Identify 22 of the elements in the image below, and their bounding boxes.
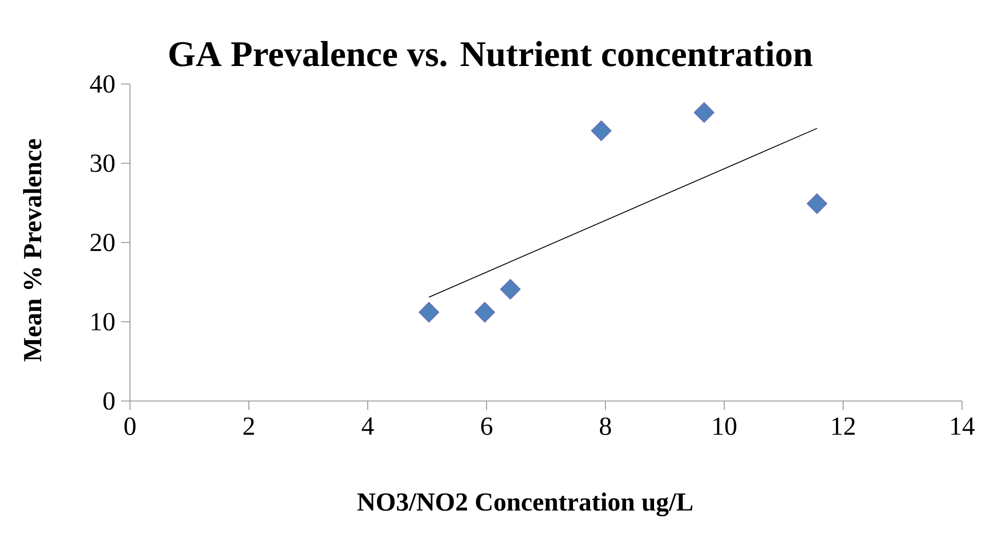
point (590, 120, 612, 142)
y-tick-label: 40 (90, 75, 114, 93)
y-tick-label: 30 (90, 154, 114, 172)
chart-title: GA Prevalence vs. Nutrient concentration (169, 41, 812, 67)
x-axis-title: NO3/NO2 Concentration ug/L (357, 492, 692, 516)
x-tick-label: 6 (481, 418, 492, 435)
x-tick-label: 2 (244, 418, 254, 435)
y-tick-label: 0 (103, 392, 114, 410)
point (500, 278, 521, 300)
y-tick-label: 10 (92, 312, 114, 331)
x-tick-label: 8 (600, 418, 611, 436)
x-tick-label: 0 (124, 418, 136, 436)
y-tick-label: 20 (90, 234, 114, 252)
x-tick-label: 4 (362, 418, 374, 435)
point (474, 302, 496, 323)
x-tick-label: 14 (951, 418, 975, 435)
point (694, 102, 714, 123)
x-tick-label: 10 (714, 418, 736, 436)
point (806, 193, 828, 214)
y-axis-title: Mean % Prevalence (23, 139, 42, 362)
x-tick-label: 12 (832, 418, 855, 435)
point (418, 302, 440, 323)
